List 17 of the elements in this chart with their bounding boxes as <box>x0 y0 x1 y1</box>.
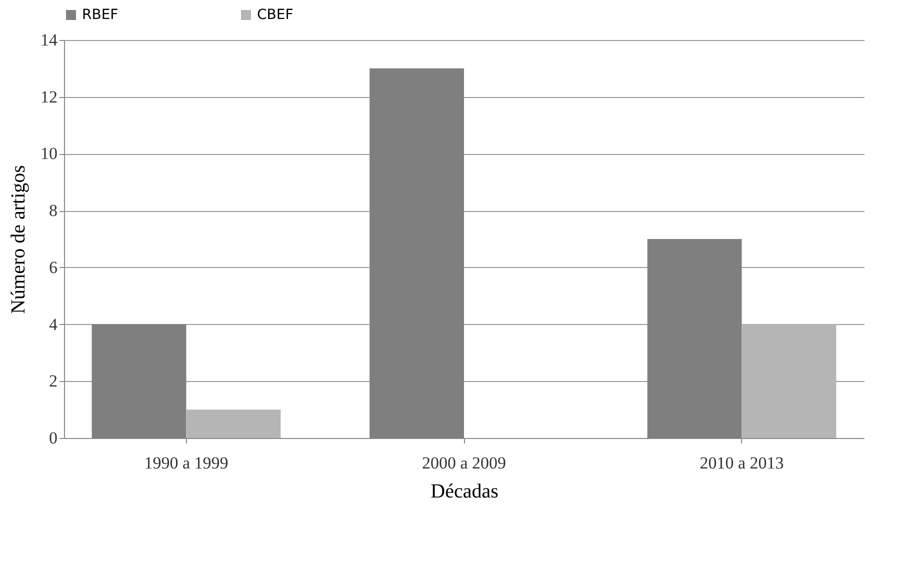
x-tick-label: 2010 a 2013 <box>700 454 784 472</box>
legend-label: RBEF <box>82 7 118 23</box>
y-tick-label: 12 <box>40 87 58 106</box>
y-tick-label: 6 <box>49 258 58 277</box>
bar <box>186 410 281 438</box>
legend-label: CBEF <box>257 7 294 23</box>
y-tick-label: 8 <box>49 201 58 220</box>
y-axis-title: Número de artigos <box>8 164 30 314</box>
x-tick-label: 2000 a 2009 <box>422 454 506 472</box>
x-axis-title: Décadas <box>430 480 499 502</box>
y-tick-label: 4 <box>49 314 58 334</box>
y-tick-label: 10 <box>40 144 58 164</box>
y-tick-label: 0 <box>49 428 58 448</box>
x-tick-label: 1990 a 1999 <box>144 454 228 472</box>
y-tick-label: 14 <box>40 30 58 50</box>
y-tick-label: 2 <box>49 372 58 391</box>
bar <box>742 324 836 438</box>
